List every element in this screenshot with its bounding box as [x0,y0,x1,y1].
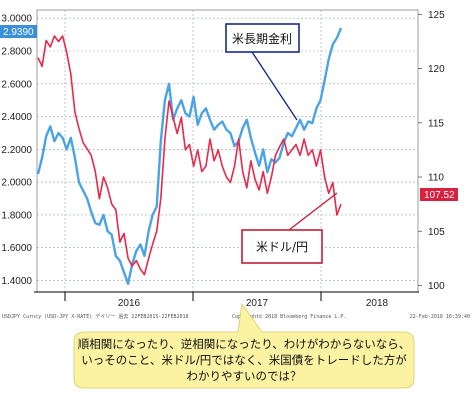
right-tick-label: 115 [428,118,444,129]
right-tick-label: 100 [428,281,445,292]
left-tick-label: 3.0000 [1,14,32,25]
yield-annotation: 米長期金利 [225,23,300,121]
fx-series-line [37,35,342,276]
yield-label-box [225,23,300,53]
fx-annotation: 米ドル/円 [241,192,338,264]
left-tick-label: 1.4000 [1,276,32,287]
yield-series-line [36,27,343,285]
x-axis: 2016 2017 2018 [64,292,389,309]
x-tick-label: 2016 [118,298,141,309]
right-tick-label: 120 [428,64,445,75]
fx-label-box [241,229,323,264]
footer-source: USDJPY Curncy (USD-JPY X-RATE) デイリー 過去 2… [2,313,189,320]
left-tick-label: 1.8000 [1,210,32,221]
yield-last-badge-bg [0,25,37,38]
x-tick-label: 2018 [366,298,389,309]
callout-line-1: 順相関になったり、逆相関になったり、わけがわからないなら、 [78,337,411,351]
yield-pointer [251,51,298,121]
yield-label: 米長期金利 [232,31,292,46]
callout-line-2: いっそのこと、米ドル/円ではなく、米国債をトレードした方が [81,353,407,367]
right-tick-label: 105 [428,227,445,238]
left-axis: 3.0000 2.8000 2.6000 2.4000 2.2000 2.0000 1.80… [1,14,32,287]
left-tick-label: 2.0000 [1,178,32,189]
left-tick-label: 1.6000 [1,243,32,254]
callout-line-3: わかりやすいのでは？ [187,369,302,383]
left-tick-label: 2.2000 [1,145,32,156]
series-group [36,27,343,285]
plot-area [34,9,419,293]
yield-last-value: 2.9390 [3,27,34,38]
left-tick-label: 2.4000 [1,112,32,123]
yield-last-badge: 2.9390 [0,25,37,38]
fx-last-value: 107.52 [424,190,455,201]
right-tick-label: 125 [428,10,445,21]
callout-bubble [73,302,415,389]
commentary-callout: 順相関になったり、逆相関になったり、わけがわからないなら、 いっそのこと、米ドル… [73,302,415,389]
plot-frame [36,9,419,293]
grid [37,10,418,292]
x-tick-label: 2017 [246,298,269,309]
fx-last-badge-bg [420,188,458,201]
footer-timestamp: 22-Feb-2018 16:39:40 [410,314,470,320]
footer-copyright: Copyright© 2018 Bloomberg Finance L.P. [232,314,346,320]
right-tick-label: 110 [428,173,444,184]
fx-label: 米ドル/円 [256,240,308,254]
fx-pointer [288,192,338,231]
left-tick-label: 2.8000 [1,46,32,57]
fx-last-badge: 107.52 [420,188,458,201]
left-tick-label: 2.6000 [1,79,32,90]
right-axis: 125 120 115 110 105 100 [418,10,445,292]
